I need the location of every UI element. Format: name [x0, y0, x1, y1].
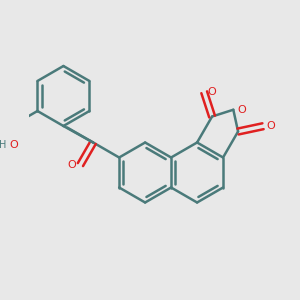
- Text: O: O: [266, 121, 275, 131]
- Text: H: H: [0, 140, 6, 151]
- Text: O: O: [238, 105, 247, 115]
- Text: O: O: [67, 160, 76, 170]
- Text: O: O: [207, 87, 216, 97]
- Text: O: O: [10, 140, 18, 151]
